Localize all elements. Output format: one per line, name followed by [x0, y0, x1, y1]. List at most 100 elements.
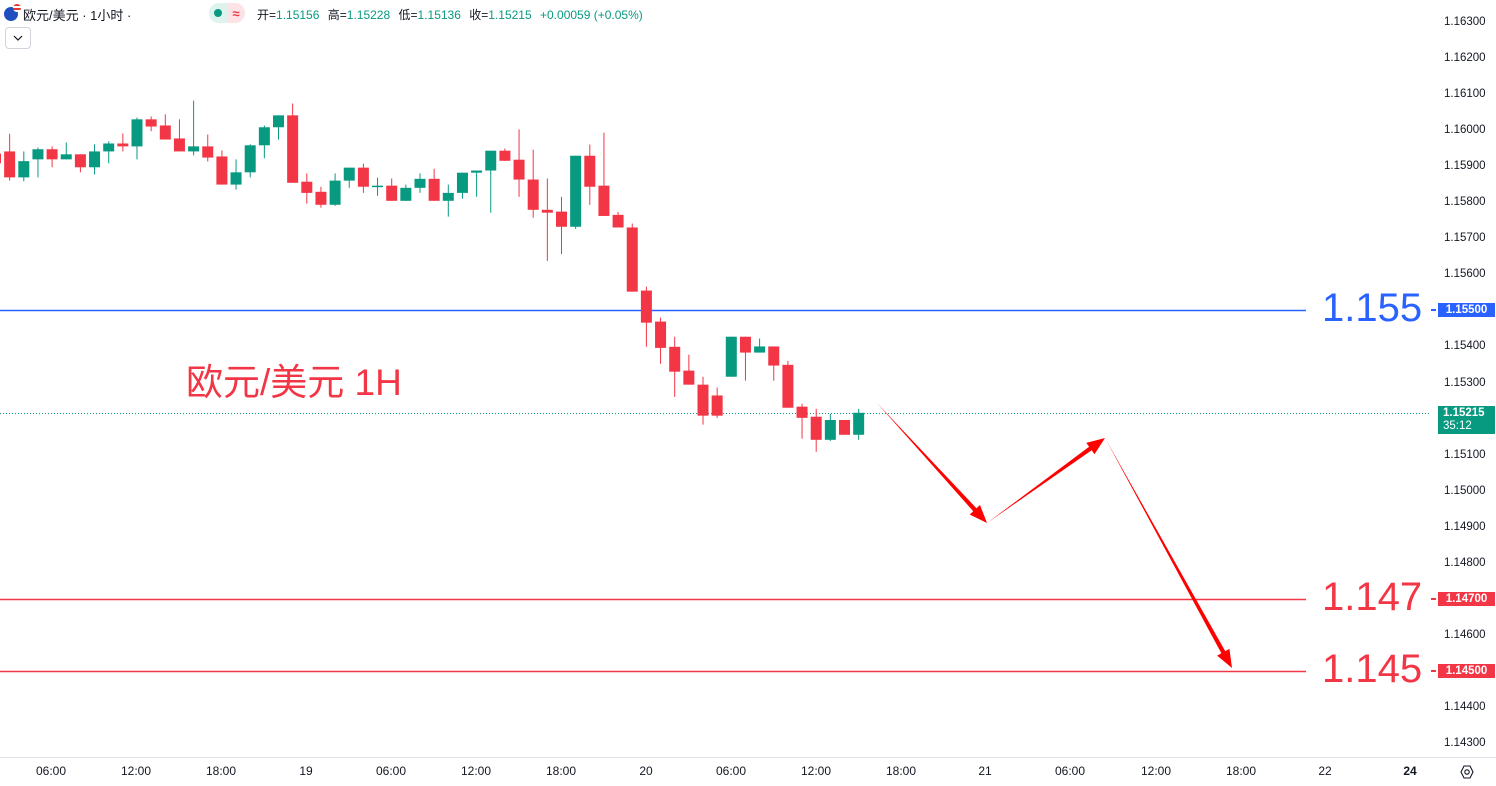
change-value: +0.00059 (+0.05%)	[540, 8, 643, 22]
candle-body[interactable]	[513, 159, 525, 180]
candle-body[interactable]	[4, 151, 16, 178]
candle-body[interactable]	[159, 125, 171, 140]
candle-body[interactable]	[442, 192, 454, 201]
candlestick-chart[interactable]	[0, 0, 1430, 757]
candle-body[interactable]	[640, 290, 652, 323]
candle-body[interactable]	[386, 185, 398, 201]
time-tick: 18:00	[545, 764, 577, 778]
candle-body[interactable]	[103, 143, 115, 152]
candle-body[interactable]	[598, 185, 610, 216]
level-price-tag[interactable]: 1.15500	[1438, 303, 1495, 318]
candle-body[interactable]	[683, 370, 695, 385]
candle-body[interactable]	[329, 180, 341, 205]
candle-body[interactable]	[287, 115, 299, 183]
candle-body[interactable]	[357, 167, 369, 187]
time-axis[interactable]: 06:00 12:00 18:00 19 06:00 12:00 18:00 20 06:00 1…	[0, 757, 1496, 786]
price-tick: 1.16300	[1444, 16, 1486, 28]
candle-body[interactable]	[372, 185, 384, 188]
candle-body[interactable]	[612, 214, 624, 228]
candle-body[interactable]	[273, 115, 284, 128]
chevron-down-icon	[13, 35, 23, 41]
level-label-1.155[interactable]: 1.155	[1322, 286, 1423, 331]
ohlc-legend: 开=1.15156 高=1.15228 低=1.15136 收=1.15215 …	[257, 6, 648, 23]
candle-body[interactable]	[131, 119, 143, 147]
candle-body[interactable]	[782, 364, 794, 408]
candle-body[interactable]	[301, 181, 313, 193]
price-tick: 1.15600	[1444, 268, 1486, 281]
candle-body[interactable]	[697, 384, 709, 416]
candle-body[interactable]	[315, 191, 327, 205]
time-tick: 19	[299, 764, 313, 778]
candle-body[interactable]	[485, 150, 497, 171]
candle-body[interactable]	[824, 419, 836, 440]
close-value: 1.15215	[488, 8, 532, 22]
candle-body[interactable]	[89, 151, 101, 168]
candle-body[interactable]	[768, 346, 780, 366]
close-label: 收=	[469, 8, 489, 22]
price-axis[interactable]: 1.16300 1.16200 1.16100 1.16000 1.15900 1.158…	[1430, 0, 1496, 757]
projection-arrow-2[interactable]	[987, 438, 1105, 523]
candle-body[interactable]	[626, 227, 638, 292]
candle-body[interactable]	[655, 321, 667, 348]
candle-body[interactable]	[541, 209, 553, 213]
candle-body[interactable]	[669, 346, 681, 372]
candle-body[interactable]	[216, 156, 228, 185]
candle-body[interactable]	[499, 150, 511, 161]
time-tick: 20	[639, 764, 653, 778]
candle-body[interactable]	[584, 155, 596, 187]
candle-body[interactable]	[74, 154, 86, 168]
candle-body[interactable]	[60, 154, 72, 160]
candle-body[interactable]	[145, 119, 157, 127]
chart-annotation-title[interactable]: 欧元/美元 1H	[186, 362, 402, 403]
candle-body[interactable]	[0, 153, 1, 164]
candle-body[interactable]	[258, 127, 270, 146]
candle-body[interactable]	[32, 149, 44, 160]
level-price-tag[interactable]: 1.14700	[1438, 591, 1495, 606]
projection-arrow-3[interactable]	[1105, 438, 1232, 668]
projection-arrow-1[interactable]	[877, 403, 987, 523]
candle-body[interactable]	[796, 406, 808, 418]
current-price-tag[interactable]: 1.15215 35:12	[1438, 406, 1495, 435]
level-price-tag[interactable]: 1.14500	[1438, 663, 1495, 678]
candle-body[interactable]	[471, 170, 483, 173]
candle-body[interactable]	[173, 138, 185, 152]
candle-body[interactable]	[725, 336, 737, 377]
candle-body[interactable]	[711, 395, 723, 416]
market-status-pill[interactable]: ≈	[209, 3, 245, 23]
candle-body[interactable]	[556, 211, 567, 227]
candle-body[interactable]	[853, 412, 865, 435]
candle-body[interactable]	[527, 179, 539, 210]
settings-gear-icon[interactable]	[1459, 764, 1475, 780]
level-label-1.145[interactable]: 1.145	[1322, 646, 1423, 691]
candle-body[interactable]	[202, 146, 214, 158]
symbol-header[interactable]: 欧元/美元 · 1小时 ·	[4, 4, 131, 24]
candle-body[interactable]	[428, 178, 440, 201]
candle-body[interactable]	[754, 346, 766, 353]
candle-body[interactable]	[400, 187, 412, 201]
time-tick: 06:00	[35, 764, 67, 778]
collapse-legend-button[interactable]	[5, 27, 31, 49]
candle-body[interactable]	[188, 146, 200, 152]
time-tick: 12:00	[460, 764, 492, 778]
time-tick: 18:00	[1225, 764, 1257, 778]
candle-body[interactable]	[244, 145, 256, 173]
chart-plot-area[interactable]	[0, 0, 1430, 785]
candle-body[interactable]	[46, 149, 58, 160]
symbol-title[interactable]: 欧元/美元 · 1小时 ·	[23, 7, 132, 23]
candle-body[interactable]	[810, 416, 822, 440]
price-tick: 1.15000	[1444, 484, 1486, 497]
candle-body[interactable]	[230, 172, 242, 185]
candle-body[interactable]	[117, 143, 129, 147]
candle-body[interactable]	[739, 336, 751, 353]
price-tick: 1.14400	[1444, 700, 1486, 713]
candle-body[interactable]	[414, 178, 426, 188]
candle-body[interactable]	[839, 419, 850, 435]
price-tick: 1.16200	[1444, 52, 1486, 65]
candle-body[interactable]	[570, 155, 582, 227]
candle-body[interactable]	[343, 167, 355, 181]
candle-body[interactable]	[456, 172, 468, 193]
level-label-1.147[interactable]: 1.147	[1322, 574, 1423, 619]
candle-body[interactable]	[18, 161, 30, 178]
bar-countdown: 35:12	[1443, 420, 1472, 433]
time-tick: 21	[978, 764, 992, 778]
